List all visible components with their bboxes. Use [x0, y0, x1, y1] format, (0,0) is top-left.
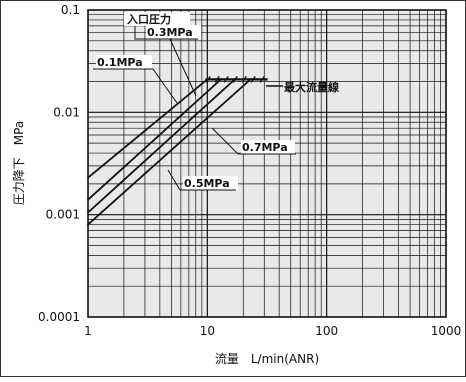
label-box-07	[241, 140, 295, 154]
series-label-01-leader	[152, 68, 178, 104]
y-tick-label: 0.001	[46, 208, 80, 222]
plot-border	[87, 9, 447, 318]
series-label-03: 0.3MPa	[147, 26, 193, 39]
series-label-07: 0.7MPa	[242, 141, 288, 154]
label-box-03	[146, 25, 201, 39]
y-tick-label: 0.0001	[38, 310, 80, 324]
annotations: 最大流量線 入口圧力 0.3MPa 0.1MPa 0.7MPa 0.5MPa	[93, 12, 339, 191]
x-tick-label: 10	[200, 324, 215, 338]
series-line-0.5MPa	[87, 78, 236, 214]
series-line-0.7MPa	[87, 78, 252, 226]
series-line-0.1MPa	[87, 78, 209, 179]
series-label-05-leader	[167, 169, 181, 191]
label-box-01	[96, 55, 152, 69]
series-line-0.3MPa	[87, 78, 222, 201]
x-tick-label: 100	[315, 324, 338, 338]
y-tick-label: 0.1	[61, 3, 80, 17]
max-flow-hatch	[223, 75, 229, 83]
x-tick-label: 1	[84, 324, 92, 338]
max-flow-hatch	[205, 75, 211, 83]
max-flow-hatch	[241, 75, 247, 83]
grid	[88, 10, 446, 317]
x-axis-label: 流量 L/min(ANR)	[215, 352, 319, 366]
series-group	[87, 75, 268, 226]
series-label-03-leader	[169, 38, 197, 97]
label-box-05	[183, 176, 238, 190]
series-label-01: 0.1MPa	[97, 56, 143, 69]
max-flow-hatch	[214, 75, 220, 83]
y-axis-label: 圧力降下 MPa	[12, 121, 26, 205]
legend-title-box	[124, 12, 190, 26]
legend-title: 入口圧力	[127, 12, 171, 26]
tick-labels: 1 10 100 1000 0.0001 0.001 0.01 0.1	[38, 3, 461, 338]
max-flow-hatch	[250, 75, 256, 83]
series-label-07-leader	[211, 127, 239, 155]
max-flow-label: 最大流量線	[284, 80, 339, 94]
y-tick-label: 0.01	[53, 105, 80, 119]
series-label-05: 0.5MPa	[184, 177, 230, 190]
max-flow-hatch	[259, 75, 265, 83]
x-tick-label: 1000	[431, 324, 462, 338]
max-flow-hatch	[232, 75, 238, 83]
